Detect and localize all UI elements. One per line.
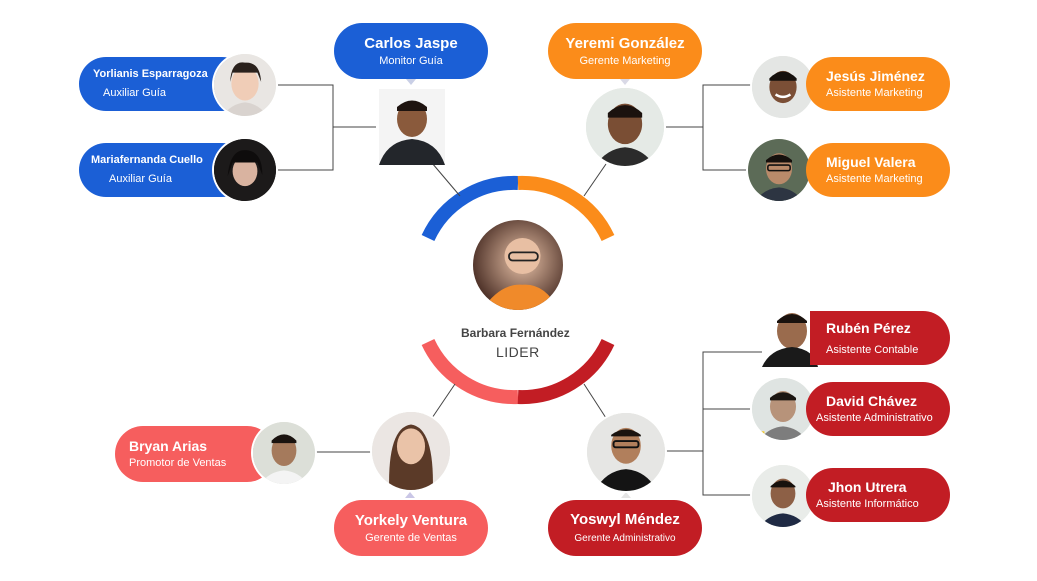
role-bryan: Promotor de Ventas xyxy=(129,457,227,470)
name-yoswyl: Yoswyl Méndez xyxy=(570,511,680,529)
name-yeremi: Yeremi González xyxy=(565,34,685,52)
leader-name: Barbara Fernández xyxy=(461,326,570,340)
arc-top-orange xyxy=(517,175,615,242)
pointer-yoswyl xyxy=(621,492,631,498)
name-carlos: Carlos Jaspe xyxy=(364,34,458,52)
name-yorlianis: Yorlianis Esparragoza xyxy=(93,68,208,81)
role-mariafernanda: Auxiliar Guía xyxy=(109,173,172,185)
role-david: Asistente Administrativo xyxy=(816,412,933,425)
avatar-mariafernanda xyxy=(214,139,276,201)
pointer-yeremi xyxy=(620,79,630,85)
avatar-yorlianis xyxy=(214,54,276,116)
card-ruben: Rubén Pérez Asistente Contable xyxy=(810,311,950,365)
name-miguel: Miguel Valera xyxy=(826,154,916,171)
connector-carlos xyxy=(431,162,461,197)
card-jhon: Jhon Utrera Asistente Informático xyxy=(806,468,950,522)
role-yeremi: Gerente Marketing xyxy=(579,54,671,67)
connector-yoswyl xyxy=(583,383,607,419)
role-jesus: Asistente Marketing xyxy=(826,87,923,100)
arc-bottom-coral xyxy=(421,338,519,405)
card-bryan: Bryan Arias Promotor de Ventas xyxy=(115,426,275,482)
avatar-miguel xyxy=(748,139,810,201)
name-mariafernanda: Mariafernanda Cuello xyxy=(91,154,203,167)
avatar-bryan xyxy=(253,422,315,484)
arc-bottom-red xyxy=(517,338,615,405)
role-ruben: Asistente Contable xyxy=(826,343,919,356)
card-yorkely: Yorkely Ventura Gerente de Ventas xyxy=(334,500,488,556)
role-carlos: Monitor Guía xyxy=(379,54,443,67)
card-yoswyl: Yoswyl Méndez Gerente Administrativo xyxy=(548,500,702,556)
role-yoswyl: Gerente Administrativo xyxy=(574,533,676,545)
bracket-yoswyl xyxy=(702,351,762,496)
avatar-carlos xyxy=(379,89,445,165)
name-jhon: Jhon Utrera xyxy=(828,479,907,496)
avatar-yoswyl xyxy=(587,413,665,491)
avatar-jhon xyxy=(752,465,814,527)
name-bryan: Bryan Arias xyxy=(129,438,208,455)
leader-role: LIDER xyxy=(496,344,540,360)
avatar-jesus xyxy=(752,56,814,118)
connector-yeremi xyxy=(583,163,607,197)
bracket-carlos xyxy=(276,84,334,171)
avatar-david xyxy=(752,378,814,440)
avatar-yeremi xyxy=(586,88,664,166)
name-jesus: Jesús Jiménez xyxy=(826,68,925,85)
role-jhon: Asistente Informático xyxy=(816,498,919,511)
bracket-yeremi xyxy=(702,84,752,171)
card-yeremi: Yeremi González Gerente Marketing xyxy=(548,23,702,79)
card-jesus: Jesús Jiménez Asistente Marketing xyxy=(806,57,950,111)
card-carlos: Carlos Jaspe Monitor Guía xyxy=(334,23,488,79)
role-yorkely: Gerente de Ventas xyxy=(365,531,457,544)
arc-top-blue xyxy=(421,175,519,242)
card-david: David Chávez Asistente Administrativo xyxy=(806,382,950,436)
name-ruben: Rubén Pérez xyxy=(826,319,911,336)
avatar-yorkely xyxy=(372,412,450,490)
name-david: David Chávez xyxy=(826,393,918,410)
pointer-carlos xyxy=(406,79,416,85)
avatar-barbara xyxy=(473,220,563,310)
name-yorkely: Yorkely Ventura xyxy=(354,511,468,529)
pointer-yorkely xyxy=(405,492,415,498)
card-miguel: Miguel Valera Asistente Marketing xyxy=(806,143,950,197)
role-yorlianis: Auxiliar Guía xyxy=(103,87,166,99)
connector-yorkely xyxy=(431,383,456,419)
avatar-ruben xyxy=(762,303,818,367)
role-miguel: Asistente Marketing xyxy=(826,173,923,186)
